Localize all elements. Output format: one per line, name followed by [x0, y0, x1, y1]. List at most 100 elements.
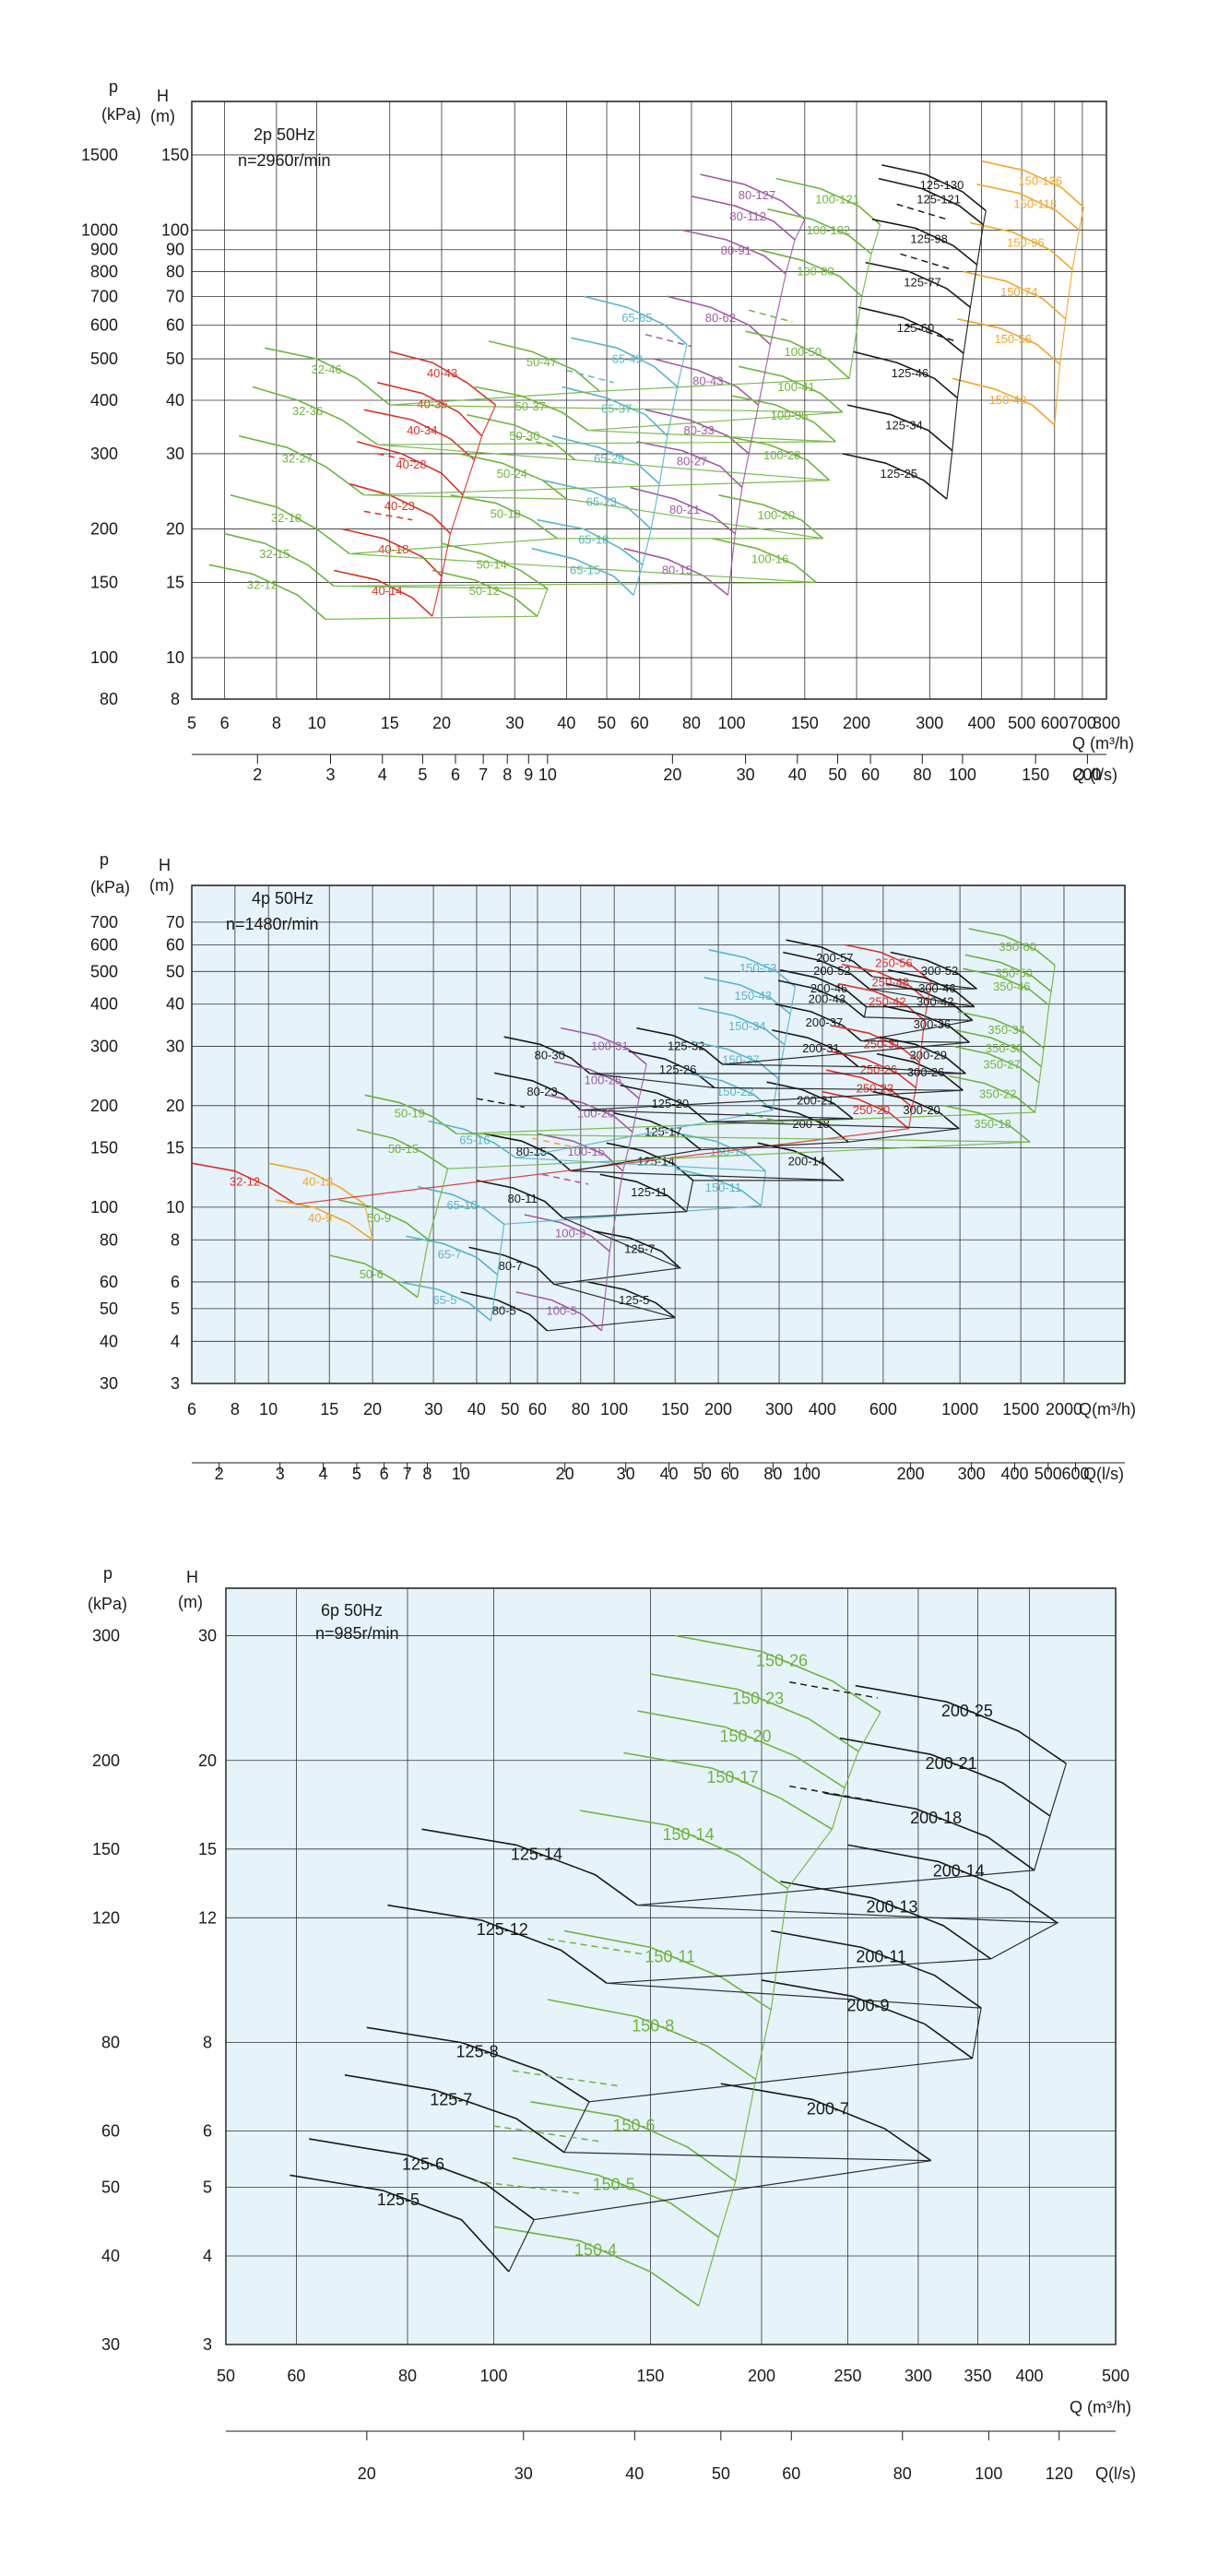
curve-label: 250-42	[869, 995, 905, 1009]
curve-200-31	[772, 1029, 859, 1068]
curve-250-56	[845, 944, 932, 982]
x2-tick-label: 10	[538, 766, 557, 784]
x-tick-label: 600	[869, 1400, 897, 1419]
x-tick-label: 300	[916, 714, 943, 732]
curve-label: 250-20	[853, 1103, 890, 1117]
p-tick-label: 100	[90, 1198, 118, 1217]
x2-tick-label: 50	[712, 2464, 730, 2483]
curve-label: 125-60	[897, 321, 934, 335]
x-tick-label: 5	[187, 714, 196, 732]
curve-label: 350-46	[993, 979, 1030, 993]
curve-label: 80-112	[729, 209, 766, 223]
curve-150-34	[698, 1007, 786, 1046]
curve-label: 150-34	[728, 1019, 765, 1033]
p-axis-title: p	[103, 1564, 112, 1583]
curve-125-26	[628, 1051, 715, 1089]
x2-tick-label: 100	[949, 766, 976, 784]
y-tick-label: 20	[166, 520, 184, 539]
curve-350-22	[949, 1074, 1036, 1113]
chart-title: 4p 50Hz	[252, 889, 313, 908]
y-tick-label: 50	[166, 350, 184, 368]
curve-label: 200-7	[807, 2099, 849, 2118]
curve-65-23	[542, 479, 652, 530]
curve-label: 50-14	[477, 557, 507, 571]
dashed-curve	[514, 434, 558, 449]
curve-label: 125-8	[456, 2043, 499, 2061]
curve-label: 40-34	[407, 423, 437, 437]
curve-label: 125-7	[430, 2090, 472, 2108]
plot-area	[225, 1587, 1117, 2345]
curve-125-32	[636, 1027, 724, 1065]
x-tick-label: 8	[272, 714, 281, 732]
x-axis-title: Q(m³/h)	[1079, 1400, 1136, 1419]
y-tick-label: 6	[203, 2122, 212, 2141]
curve-label: 125-77	[904, 275, 940, 289]
x-tick-label: 200	[704, 1400, 732, 1419]
curve-label: 50-9	[367, 1211, 391, 1225]
p-tick-label: 700	[90, 913, 118, 932]
curve-200-7	[720, 2083, 932, 2162]
y-tick-label: 15	[166, 1138, 184, 1157]
x-tick-label: 15	[320, 1400, 338, 1419]
curve-label: 50-37	[515, 399, 546, 413]
curve-40-12	[268, 1162, 366, 1205]
curve-80-43	[654, 358, 760, 406]
curve-label: 40-12	[302, 1175, 333, 1189]
curve-150-23	[650, 1673, 859, 1752]
chart-subtitle: n=985r/min	[315, 1624, 399, 1643]
chart-subtitle: n=1480r/min	[226, 915, 319, 933]
envelope-line	[295, 981, 932, 1205]
curve-32-12	[208, 564, 326, 621]
curve-80-21	[630, 486, 736, 535]
x-tick-label: 150	[636, 2367, 664, 2385]
curve-label: 125-46	[892, 366, 928, 380]
curve-label: 200-52	[813, 964, 850, 978]
x2-tick-label: 2	[215, 1465, 224, 1483]
curve-350-50	[964, 954, 1052, 992]
curve-200-9	[761, 1979, 973, 2060]
curve-150-4	[493, 2226, 700, 2307]
dashed-curve	[547, 1938, 645, 1955]
x-tick-label: 1500	[1002, 1400, 1039, 1419]
curve-350-30	[954, 1029, 1042, 1068]
y-tick-label: 10	[166, 1198, 184, 1217]
curve-50-37	[474, 386, 588, 432]
dashed-curve	[749, 309, 793, 323]
x-axis-title: Q (m³/h)	[1072, 734, 1134, 753]
p-tick-label: 300	[90, 1037, 118, 1055]
x-tick-label: 6	[220, 714, 230, 732]
chart-4p: 6 8 10 15 20 30 40 50 60 80 100 150 200 300 400 600 1000…	[90, 850, 1136, 1483]
curve-label: 125-5	[377, 2190, 420, 2209]
p-tick-label: 600	[90, 315, 118, 334]
curve-label: 300-29	[910, 1048, 947, 1062]
curve-250-31	[833, 1025, 920, 1063]
curve-200-21	[766, 1081, 854, 1120]
y-tick-label: 4	[203, 2247, 212, 2265]
x-tick-label: 200	[843, 714, 870, 732]
y-tick-label: 150	[161, 146, 189, 164]
curve-label: 40-18	[378, 542, 408, 556]
p-tick-label: 400	[90, 995, 118, 1014]
x-tick-label: 100	[479, 2367, 507, 2385]
curve-label: 150-74	[1000, 285, 1037, 299]
x2-tick-label: 30	[514, 2464, 533, 2483]
p-tick-label: 600	[90, 935, 118, 954]
x2-tick-label: 100	[793, 1465, 821, 1483]
curve-label: 125-34	[885, 419, 922, 433]
curve-200-13	[780, 1881, 992, 1960]
curve-label: 32-18	[271, 511, 302, 525]
curve-100-5	[515, 1291, 603, 1332]
x2-tick-label: 40	[625, 2464, 644, 2483]
curve-150-136	[981, 160, 1084, 208]
x-tick-label: 350	[964, 2367, 991, 2385]
curve-150-27	[692, 1040, 779, 1079]
curve-label: 150-40	[989, 393, 1026, 407]
curve-80-127	[700, 173, 806, 220]
curve-label: 350-22	[979, 1087, 1016, 1101]
curve-150-43	[704, 977, 791, 1015]
p-tick-label: 900	[90, 241, 118, 259]
curve-100-102	[767, 208, 872, 255]
curve-32-12	[191, 1162, 297, 1205]
curve-label: 150-17	[706, 1768, 758, 1787]
